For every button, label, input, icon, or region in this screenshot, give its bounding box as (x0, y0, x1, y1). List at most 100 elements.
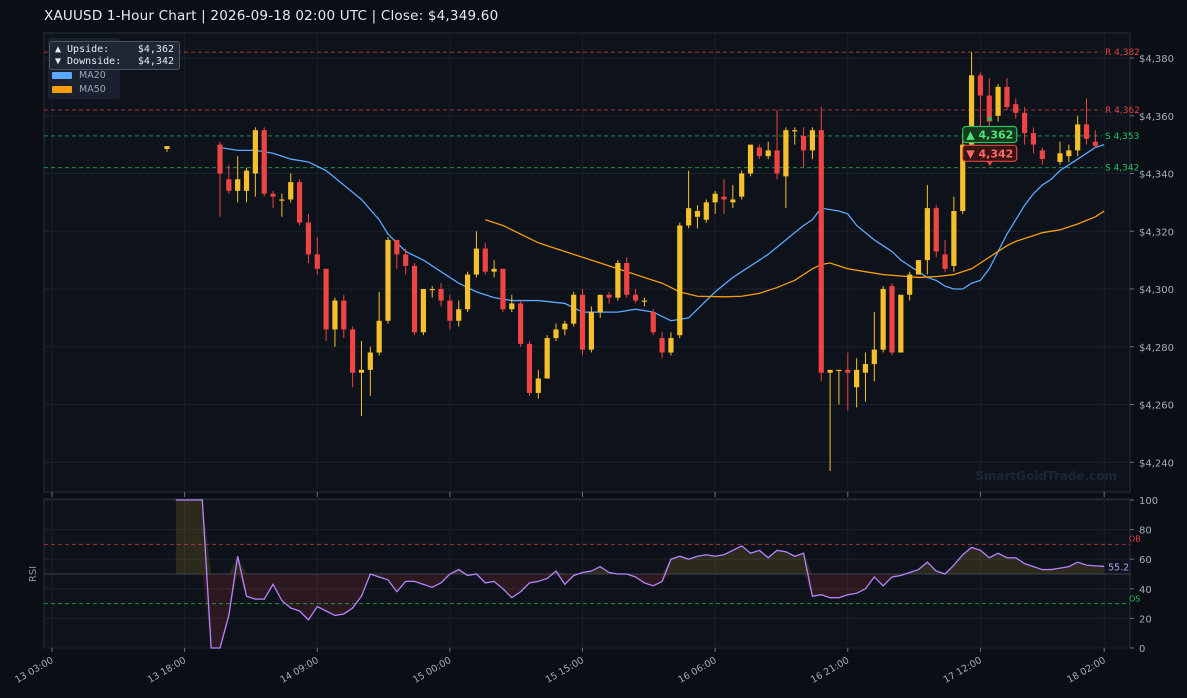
rsi-ob-label: OB (1129, 534, 1141, 543)
candle-body (650, 312, 656, 333)
candle-body (809, 130, 816, 151)
candle-body (1039, 150, 1045, 160)
candle-body (986, 95, 992, 122)
candle-body (358, 369, 365, 373)
candle-body (1057, 153, 1063, 162)
rsi-tick-label: 40 (1139, 585, 1152, 596)
up-arrow-icon (986, 115, 993, 121)
candle-body (668, 338, 674, 353)
candle-body (1030, 133, 1037, 145)
rsi-axis-label: RSI (28, 566, 39, 582)
watermark: SmartGoldTrade.com (975, 469, 1117, 483)
candle-body (526, 343, 533, 393)
candle-body (942, 254, 948, 269)
candle-body (951, 211, 957, 266)
candle-body (606, 294, 612, 298)
level-label: R 4,382 (1105, 48, 1140, 58)
candle-body (907, 274, 913, 295)
candle-body (438, 289, 444, 301)
rsi-line (175, 499, 1105, 649)
candle-body (562, 323, 568, 330)
candle-body (800, 135, 807, 151)
candle-body (429, 289, 435, 291)
price-tick-label: $4,300 (1139, 285, 1174, 296)
candle-body (288, 182, 294, 200)
down-arrow-icon (986, 161, 993, 167)
rsi-tick-label: 60 (1139, 555, 1152, 566)
candle-body (730, 199, 736, 203)
candle-body (420, 289, 426, 333)
candle-body (447, 300, 453, 321)
candle-body (889, 286, 895, 353)
upside-label: ▲ Upside: (55, 44, 110, 55)
candle-body (235, 179, 241, 191)
candle-body (924, 208, 930, 261)
candle-body (571, 294, 577, 324)
ma50-swatch (52, 86, 72, 93)
candle-body (1092, 141, 1098, 146)
candle-body (296, 182, 303, 223)
candle-body (491, 268, 497, 272)
time-tick-label: 13 18:00 (146, 655, 188, 686)
price-tick-label: $4,340 (1139, 170, 1174, 181)
candle-body (615, 263, 621, 298)
candle-body (747, 144, 754, 174)
candle-body (1066, 150, 1072, 157)
candle-body (411, 265, 418, 333)
annotations: ▲ 4,362 ▼ 4,342 (962, 115, 1018, 167)
rsi-tick-label: 0 (1139, 644, 1145, 655)
rsi-tick-label: 80 (1139, 526, 1152, 537)
candle-body (1083, 124, 1090, 139)
candle-body (783, 130, 789, 177)
candle-body (818, 130, 824, 373)
candle-body (252, 130, 258, 174)
candle-body (464, 274, 471, 310)
time-tick-label: 15 15:00 (544, 655, 586, 686)
candle-body (261, 130, 267, 194)
candle-body (1004, 86, 1010, 108)
candle-body (597, 294, 603, 313)
ma20-swatch (52, 72, 72, 79)
candle-body (509, 303, 515, 310)
legend-label-ma20: MA20 (79, 70, 106, 81)
candle-body (323, 268, 329, 330)
candle-body (456, 309, 462, 321)
price-tick-label: $4,380 (1139, 54, 1174, 65)
rsi-last-label: 55.2 (1108, 562, 1129, 573)
level-label: S 4,342 (1105, 164, 1139, 174)
level-label: R 4,362 (1105, 106, 1140, 116)
candle-body (226, 179, 232, 191)
candle-body (880, 289, 886, 350)
candle-body (898, 294, 904, 353)
candle-body (827, 369, 833, 373)
downside-row: ▼ Downside: $4,342 (55, 56, 174, 68)
candle-body (350, 329, 356, 373)
candle-body (544, 338, 550, 379)
time-tick-label: 18 02:00 (1065, 655, 1107, 686)
candle-body (641, 300, 648, 302)
rsi-tick-label: 100 (1139, 496, 1158, 507)
candle-body (1022, 112, 1028, 134)
candle-body (703, 202, 709, 220)
candle-body (164, 146, 170, 149)
time-tick-label: 15 00:00 (411, 655, 453, 686)
time-tick-label: 16 21:00 (809, 655, 851, 686)
candle-body (632, 294, 639, 301)
annotation-label: ▲ 4,362 (966, 129, 1013, 142)
candle-body (933, 208, 939, 252)
candle-body (792, 130, 798, 132)
candle-body (677, 225, 683, 336)
candle-body (712, 193, 718, 203)
candle-body (270, 193, 276, 197)
candle-body (314, 254, 320, 269)
legend-label-ma50: MA50 (79, 84, 106, 95)
candle-body (579, 294, 586, 350)
candle-body (960, 144, 966, 212)
candle-body (217, 144, 223, 174)
price-tick-label: $4,260 (1139, 401, 1174, 412)
upside-row: ▲ Upside: $4,362 (55, 44, 174, 56)
candle-body (305, 222, 312, 255)
chart-title: XAUUSD 1-Hour Chart | 2026-09-18 02:00 U… (44, 8, 499, 24)
candle-body (977, 75, 984, 96)
